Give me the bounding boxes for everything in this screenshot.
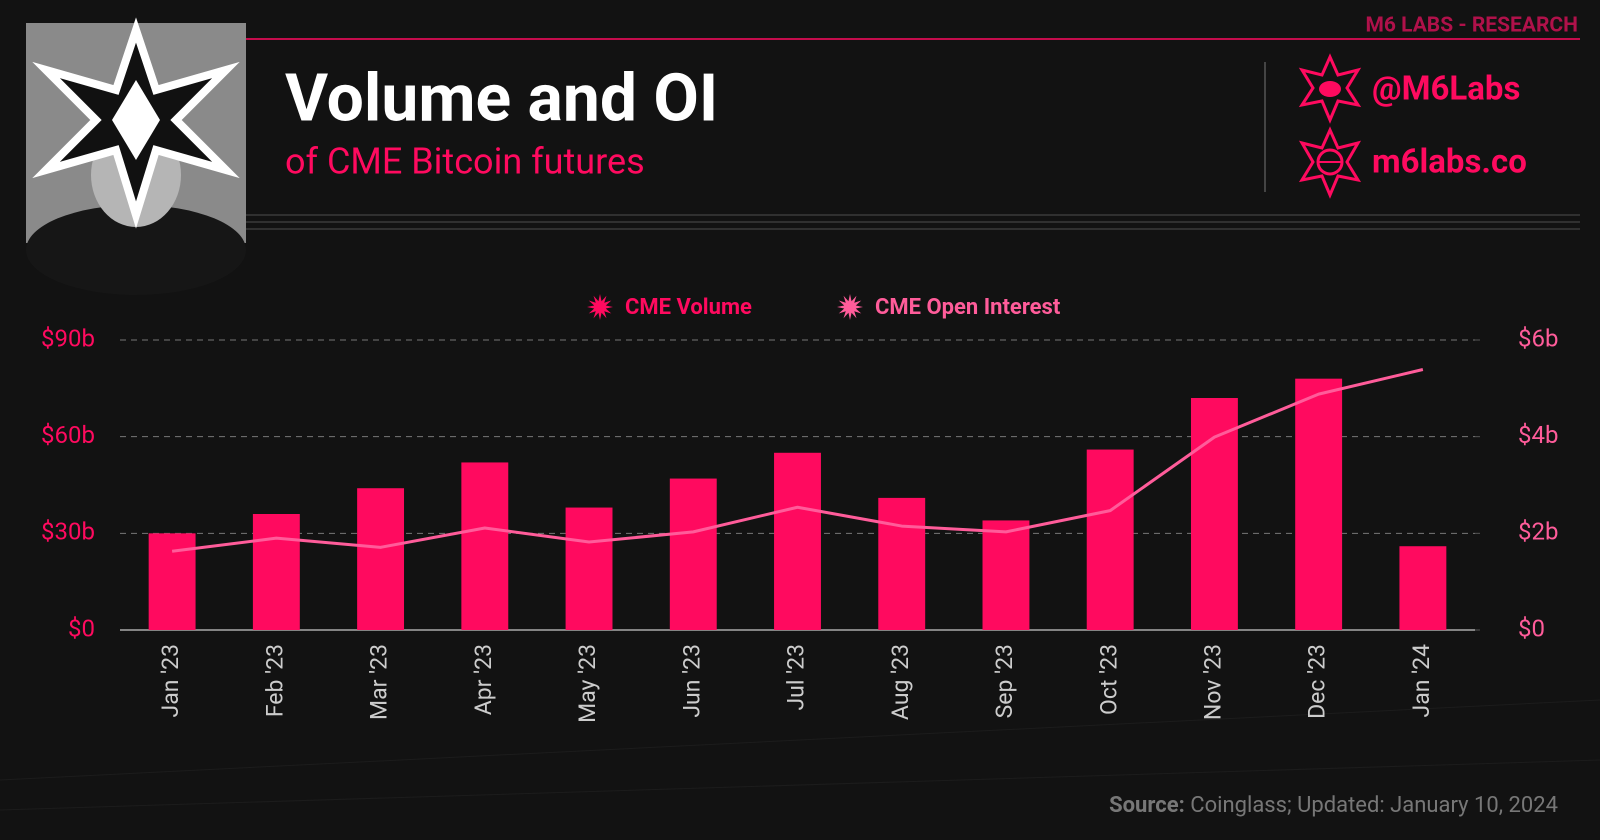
y-tick-label: $30b [41,518,95,546]
chart-subtitle: of CME Bitcoin futures [285,141,645,183]
y-tick-label: $90b [41,324,95,352]
bar [669,478,717,630]
bar [1295,378,1343,630]
x-tick-label: Mar '23 [366,644,393,720]
bar [1399,546,1447,630]
x-tick-label: Jan '23 [157,644,184,717]
plot: $0 $30b $60b $90b $0 $2b $4b $6b Jan '23 Feb '23 M… [41,294,1558,723]
x-tick-label: Aug '23 [887,644,914,720]
bar [461,462,509,630]
twitter-icon [1298,53,1362,124]
source-text: Coinglass; Updated: January 10, 2024 [1190,793,1558,818]
y2-tick-label: $2b [1518,518,1558,546]
legend-key [837,294,863,320]
legend-label: CME Open Interest [875,295,1061,320]
bar [878,497,926,630]
x-tick-label: May '23 [574,644,601,723]
x-tick-label: Nov '23 [1200,644,1227,720]
bar [565,507,613,630]
bar [774,452,821,630]
source-label: Source: [1109,793,1185,818]
x-tick-label: Jun '23 [678,644,705,718]
brand: M6 LABS - RESEARCH [1365,14,1578,38]
legend-label: CME Volume [625,295,752,320]
bar [982,520,1030,630]
y-tick-label: $0 [68,614,95,642]
background-lines [0,699,1600,811]
logo [26,17,246,295]
x-tick-label: Feb '23 [261,644,288,717]
bar [1086,449,1134,630]
x-tick-label: Apr '23 [470,644,497,715]
web-icon [1298,126,1362,199]
y2-tick-label: $4b [1518,421,1558,449]
y2-tick-label: $6b [1518,324,1558,352]
source: Source: Coinglass; Updated: January 10, … [1109,793,1558,818]
bar [252,514,300,630]
y-tick-label: $60b [41,421,95,449]
legend-key [587,294,613,320]
x-tick-label: Dec '23 [1304,644,1331,719]
website[interactable]: m6labs.co [1372,143,1527,182]
bar [357,488,405,630]
line [171,368,1424,553]
chart-title: Volume and OI [285,60,718,137]
twitter-handle[interactable]: @M6Labs [1372,70,1520,109]
x-tick-label: Jul '23 [783,644,810,711]
bar [1190,398,1238,630]
x-tick-label: Jan '24 [1408,644,1435,718]
x-tick-label: Oct '23 [1095,644,1122,715]
x-tick-label: Sep '23 [991,644,1018,718]
y2-tick-label: $0 [1518,614,1545,642]
